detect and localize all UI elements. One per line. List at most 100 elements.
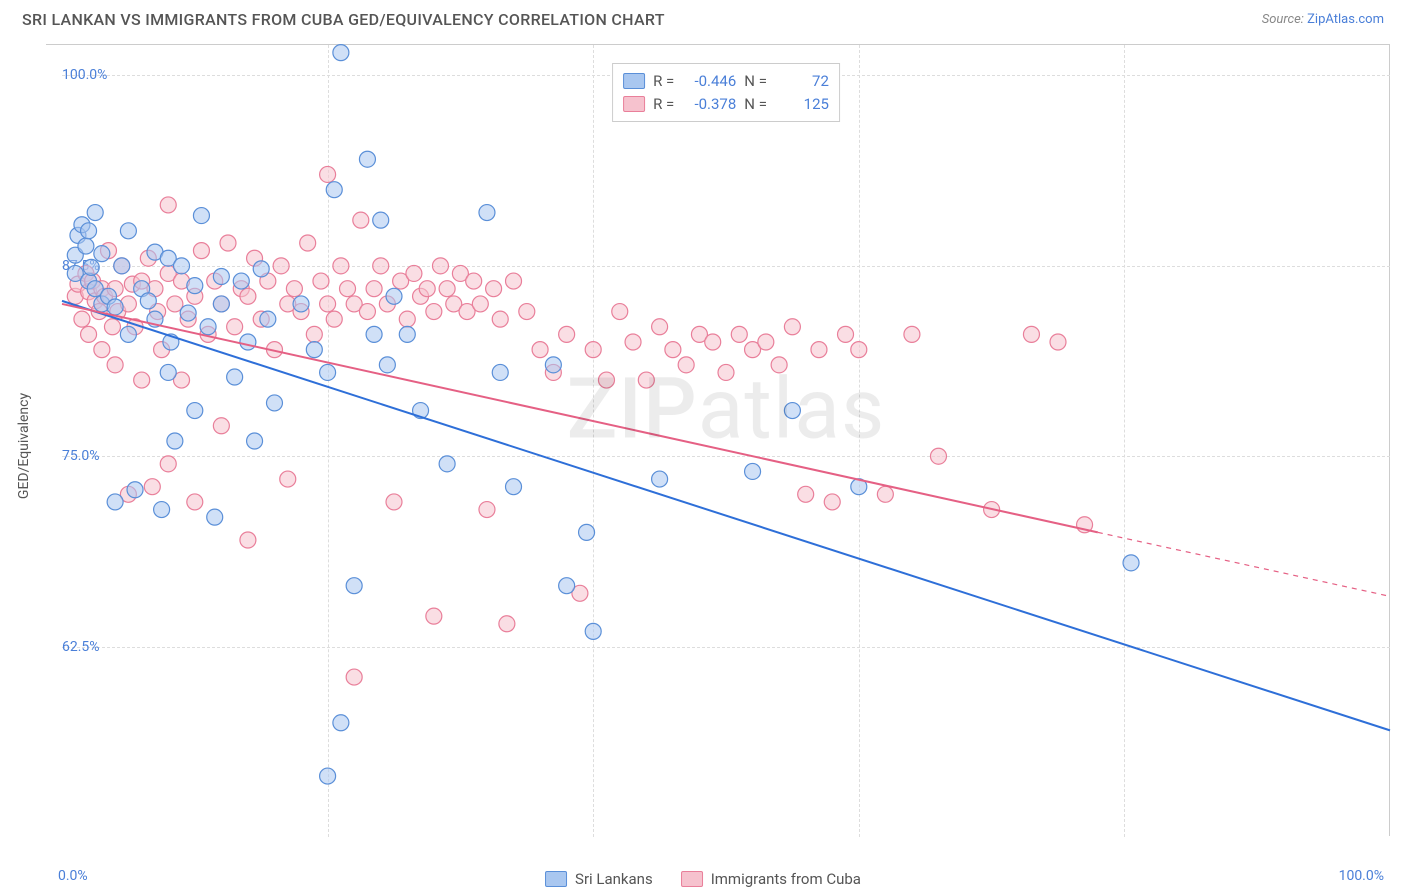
data-point — [373, 212, 389, 228]
data-point — [731, 326, 747, 342]
data-point — [811, 342, 827, 358]
data-point — [466, 273, 482, 289]
data-point — [193, 208, 209, 224]
swatch-sri-lankans — [545, 871, 567, 887]
data-point — [333, 45, 349, 61]
data-point — [280, 471, 296, 487]
data-point — [432, 258, 448, 274]
data-point — [406, 265, 422, 281]
chart-area: 62.5%75.0%87.5%100.0% ZIPatlas R = -0.44… — [46, 44, 1390, 836]
data-point — [174, 258, 190, 274]
data-point — [851, 342, 867, 358]
data-point — [598, 372, 614, 388]
data-point — [193, 243, 209, 259]
data-point — [705, 334, 721, 350]
legend-row-cuba: R = -0.378 N = 125 — [623, 93, 829, 116]
data-point — [120, 223, 136, 239]
data-point — [240, 288, 256, 304]
data-point — [180, 305, 196, 321]
data-point — [333, 258, 349, 274]
data-point — [346, 669, 362, 685]
data-point — [273, 258, 289, 274]
data-point — [426, 608, 442, 624]
data-point — [320, 166, 336, 182]
data-point — [213, 269, 229, 285]
data-point — [340, 281, 356, 297]
data-point — [419, 281, 435, 297]
data-point — [320, 296, 336, 312]
scatter-plot — [62, 45, 1390, 837]
data-point — [399, 311, 415, 327]
data-point — [94, 342, 110, 358]
data-point — [300, 235, 316, 251]
data-point — [439, 456, 455, 472]
data-point — [585, 342, 601, 358]
data-point — [678, 357, 694, 373]
data-point — [81, 223, 97, 239]
data-point — [366, 281, 382, 297]
data-point — [266, 395, 282, 411]
data-point — [94, 246, 110, 262]
data-point — [798, 486, 814, 502]
data-point — [1123, 555, 1139, 571]
data-point — [579, 524, 595, 540]
data-point — [260, 311, 276, 327]
data-point — [353, 212, 369, 228]
data-point — [134, 372, 150, 388]
correlation-legend: R = -0.446 N = 72 R = -0.378 N = 125 — [612, 63, 840, 122]
data-point — [492, 311, 508, 327]
data-point — [326, 311, 342, 327]
data-point — [207, 509, 223, 525]
data-point — [625, 334, 641, 350]
legend-row-sri-lankans: R = -0.446 N = 72 — [623, 70, 829, 93]
data-point — [127, 482, 143, 498]
series-label: Sri Lankans — [575, 870, 653, 888]
data-point — [824, 494, 840, 510]
source-link[interactable]: ZipAtlas.com — [1307, 12, 1384, 27]
data-point — [784, 403, 800, 419]
data-point — [612, 304, 628, 320]
x-axis-origin-label: 0.0% — [58, 868, 88, 884]
data-point — [771, 357, 787, 373]
data-point — [532, 342, 548, 358]
series-legend: Sri Lankans Immigrants from Cuba — [545, 870, 861, 888]
data-point — [359, 151, 375, 167]
r-label: R = — [653, 93, 674, 116]
data-point — [187, 278, 203, 294]
data-point — [472, 296, 488, 312]
source-attribution: Source: ZipAtlas.com — [1262, 12, 1384, 27]
data-point — [240, 532, 256, 548]
data-point — [585, 623, 601, 639]
data-point — [379, 357, 395, 373]
data-point — [104, 319, 120, 335]
data-point — [200, 319, 216, 335]
data-point — [333, 715, 349, 731]
data-point — [366, 326, 382, 342]
data-point — [1023, 326, 1039, 342]
data-point — [78, 238, 94, 254]
series-label: Immigrants from Cuba — [711, 870, 861, 888]
data-point — [213, 296, 229, 312]
data-point — [439, 281, 455, 297]
data-point — [545, 357, 561, 373]
data-point — [247, 433, 263, 449]
data-point — [399, 326, 415, 342]
n-label: N = — [744, 70, 767, 93]
data-point — [187, 403, 203, 419]
plot-region: 62.5%75.0%87.5%100.0% ZIPatlas R = -0.44… — [62, 45, 1390, 837]
data-point — [240, 334, 256, 350]
legend-item-sri-lankans: Sri Lankans — [545, 870, 653, 888]
data-point — [479, 502, 495, 518]
data-point — [559, 578, 575, 594]
data-point — [227, 369, 243, 385]
data-point — [253, 261, 269, 277]
data-point — [160, 456, 176, 472]
data-point — [87, 205, 103, 221]
legend-item-cuba: Immigrants from Cuba — [681, 870, 861, 888]
data-point — [227, 319, 243, 335]
data-point — [167, 433, 183, 449]
n-label: N = — [744, 93, 767, 116]
x-axis-max-label: 100.0% — [1339, 868, 1384, 884]
chart-title: SRI LANKAN VS IMMIGRANTS FROM CUBA GED/E… — [22, 10, 665, 29]
data-point — [784, 319, 800, 335]
